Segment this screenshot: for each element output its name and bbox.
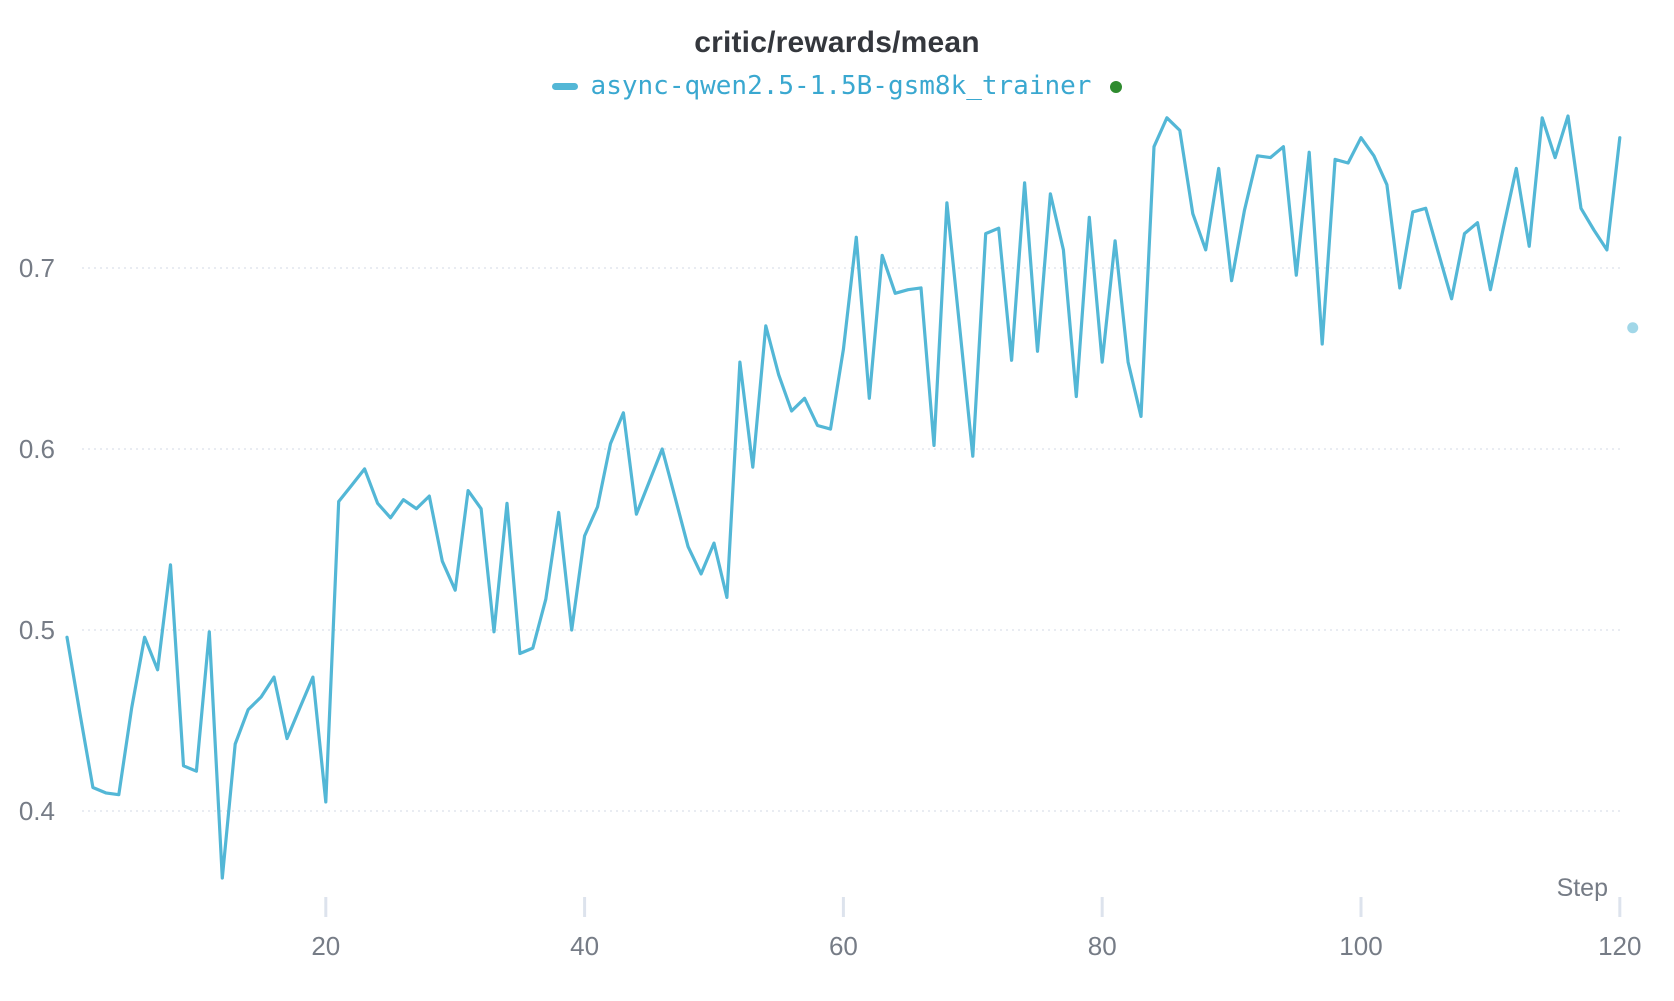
x-axis-tick-label: 120: [1598, 931, 1641, 961]
y-axis-tick-label: 0.7: [19, 253, 55, 283]
x-axis-tick-label: 80: [1088, 931, 1117, 961]
x-axis-tick-label: 40: [570, 931, 599, 961]
x-axis-title: Step: [1557, 874, 1608, 902]
run-status-green-dot-icon: [1110, 81, 1123, 93]
x-axis-tick-label: 20: [311, 931, 340, 961]
chart-legend: async-qwen2.5-1.5B-gsm8k_trainer: [0, 70, 1674, 102]
y-axis-tick-label: 0.5: [19, 615, 55, 645]
x-axis-tick-label: 60: [829, 931, 858, 961]
x-axis-tick-label: 100: [1339, 931, 1382, 961]
y-axis-tick-label: 0.4: [19, 796, 55, 826]
legend-item-run[interactable]: async-qwen2.5-1.5B-gsm8k_trainer: [551, 71, 1092, 101]
y-axis-tick-label: 0.6: [19, 434, 55, 464]
latest-point-dot: [1627, 322, 1639, 334]
chart-title: critic/rewards/mean: [694, 26, 980, 59]
legend-line-swatch-icon: [551, 82, 578, 90]
legend-run-name: async-qwen2.5-1.5B-gsm8k_trainer: [590, 71, 1092, 101]
series-line: [65, 114, 1622, 880]
